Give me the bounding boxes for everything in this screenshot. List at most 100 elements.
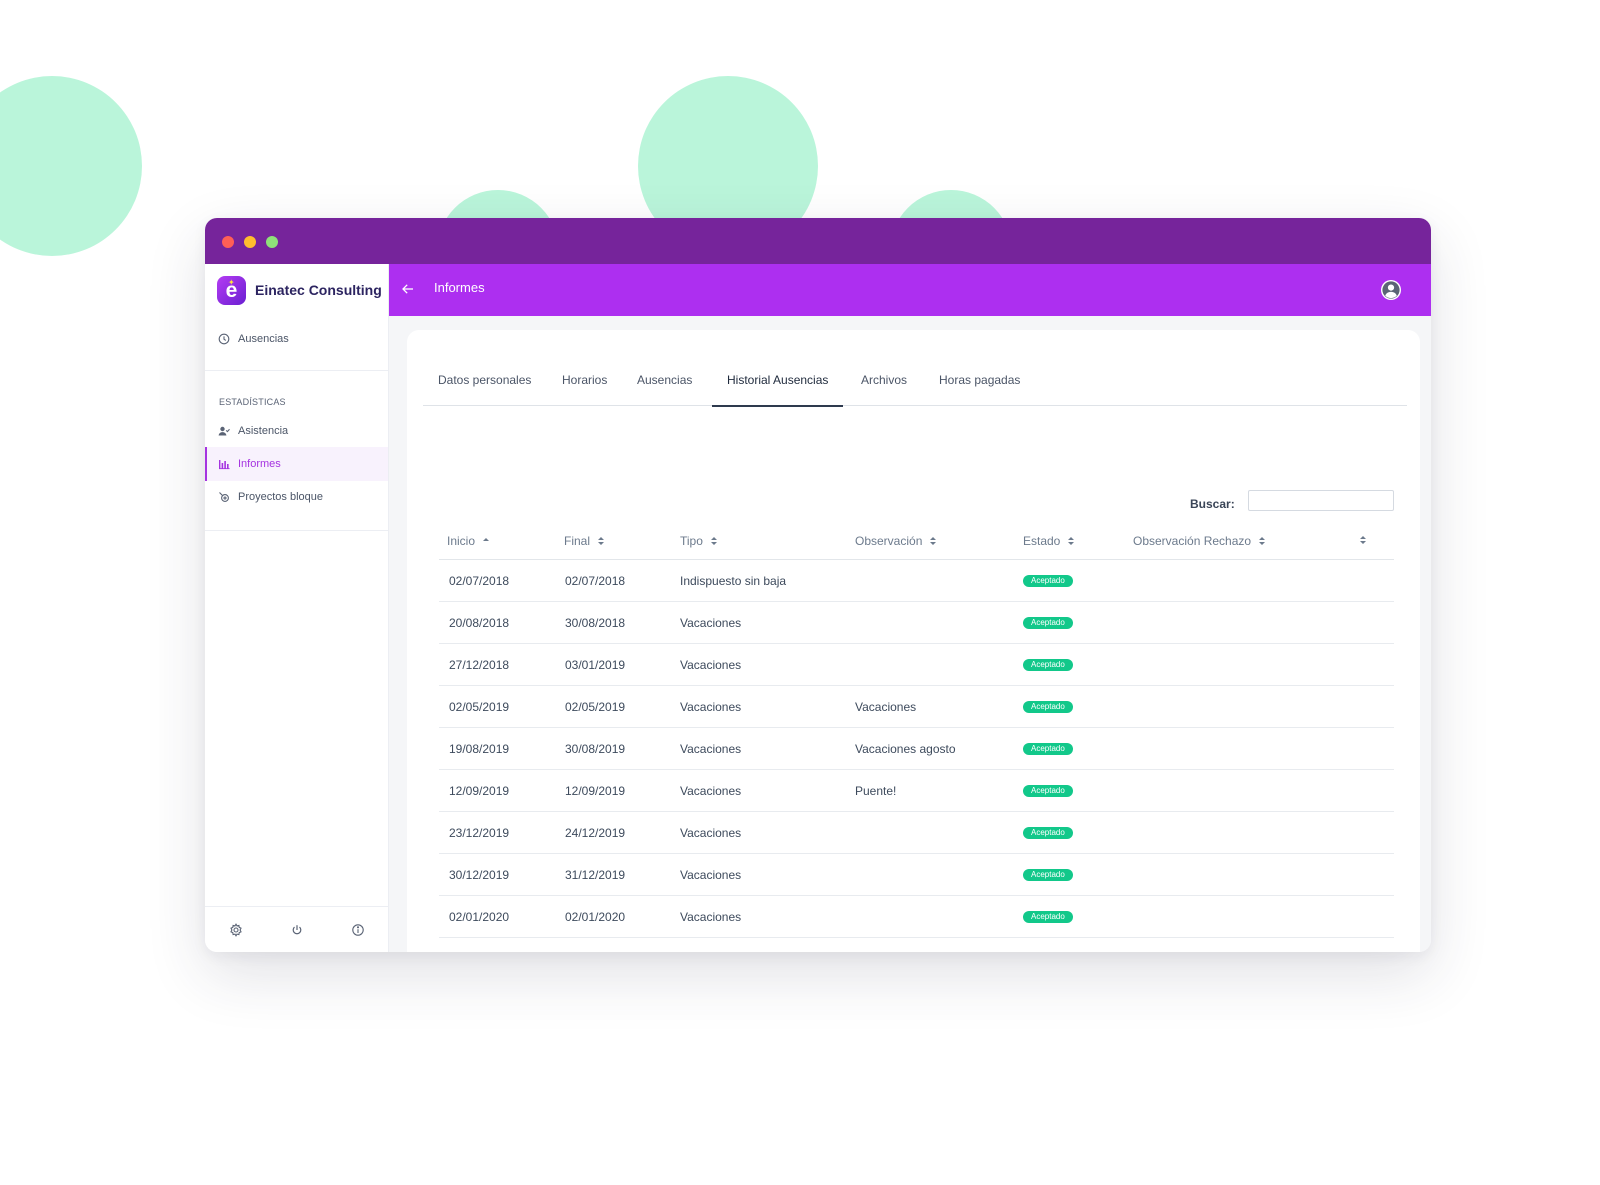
column-header-label: Final — [564, 534, 591, 548]
sidebar-divider — [205, 530, 388, 531]
cell-inicio: 02/07/2018 — [449, 574, 510, 588]
column-header-observacion-rechazo[interactable]: Observación Rechazo — [1133, 534, 1266, 548]
table-row[interactable]: 27/12/2018 03/01/2019 Vacaciones Aceptad… — [439, 644, 1394, 686]
sidebar: ✦ e Einatec Consulting Ausencias ESTADÍS… — [205, 264, 389, 952]
cell-final: 31/12/2019 — [565, 868, 626, 882]
table-row[interactable]: 19/08/2019 30/08/2019 Vacaciones Vacacio… — [439, 728, 1394, 770]
cell-inicio: 27/12/2018 — [449, 658, 510, 672]
search-label: Buscar: — [1190, 497, 1235, 511]
logo-sparkle-icon: ✦ — [228, 277, 235, 287]
sidebar-item-informes[interactable]: Informes — [205, 447, 388, 481]
window-titlebar — [205, 218, 1431, 264]
status-badge: Aceptado — [1023, 701, 1073, 713]
gear-icon[interactable] — [229, 922, 243, 937]
cell-final: 02/05/2019 — [565, 700, 626, 714]
sidebar-footer — [205, 906, 388, 952]
cell-inicio: 12/09/2019 — [449, 784, 510, 798]
cell-final: 24/12/2019 — [565, 826, 626, 840]
sidebar-item-asistencia[interactable]: Asistencia — [205, 414, 388, 448]
status-badge: Aceptado — [1023, 575, 1073, 587]
sort-icon — [710, 537, 717, 545]
search-input[interactable] — [1248, 490, 1394, 511]
column-header-final[interactable]: Final — [564, 534, 605, 548]
cell-tipo: Vacaciones — [680, 616, 742, 630]
sort-icon — [1360, 536, 1366, 544]
cell-final: 03/01/2019 — [565, 658, 626, 672]
cell-final: 30/08/2019 — [565, 742, 626, 756]
cell-final: 12/09/2019 — [565, 784, 626, 798]
cell-tipo: Vacaciones — [680, 742, 742, 756]
sidebar-section-title: ESTADÍSTICAS — [219, 397, 286, 407]
brand-logo-letter: e — [225, 278, 238, 302]
sidebar-item-ausencias[interactable]: Ausencias — [205, 322, 388, 356]
column-header-tipo[interactable]: Tipo — [680, 534, 718, 548]
status-badge: Aceptado — [1023, 869, 1073, 881]
sort-ascending-icon — [483, 538, 490, 541]
column-header-label: Observación — [855, 534, 923, 548]
column-header-label: Inicio — [447, 534, 476, 548]
status-badge: Aceptado — [1023, 743, 1073, 755]
cell-final: 02/01/2020 — [565, 910, 626, 924]
power-icon[interactable] — [290, 923, 304, 937]
table-row[interactable]: 30/12/2019 31/12/2019 Vacaciones Aceptad… — [439, 854, 1394, 896]
user-circle-icon[interactable] — [1380, 279, 1402, 301]
brand[interactable]: ✦ e Einatec Consulting — [217, 275, 382, 305]
bar-chart-icon — [219, 460, 230, 470]
column-header-estado[interactable]: Estado — [1023, 534, 1075, 548]
column-header-label: Estado — [1023, 534, 1061, 548]
sort-icon — [1259, 537, 1266, 545]
cell-inicio: 19/08/2019 — [449, 742, 510, 756]
tab-horarios[interactable]: Horarios — [562, 373, 608, 387]
column-header-actions[interactable] — [1352, 534, 1367, 546]
cell-inicio: 23/12/2019 — [449, 826, 510, 840]
cell-inicio: 02/05/2019 — [449, 700, 510, 714]
tab-horas-pagadas[interactable]: Horas pagadas — [939, 373, 1021, 387]
status-badge: Aceptado — [1023, 617, 1073, 629]
cell-observacion: Vacaciones agosto — [855, 742, 956, 756]
table-row[interactable]: 20/08/2018 30/08/2018 Vacaciones Aceptad… — [439, 602, 1394, 644]
sidebar-item-label: Informes — [238, 458, 281, 470]
cell-inicio: 02/01/2020 — [449, 910, 510, 924]
close-window-button[interactable] — [222, 236, 234, 248]
tab-historial-ausencias[interactable]: Historial Ausencias — [712, 370, 844, 407]
table-header-divider — [439, 559, 1394, 560]
table-row[interactable]: 23/12/2019 24/12/2019 Vacaciones Aceptad… — [439, 812, 1394, 854]
sidebar-item-label: Ausencias — [238, 333, 289, 345]
tab-archivos[interactable]: Archivos — [861, 373, 908, 387]
cell-tipo: Vacaciones — [680, 784, 742, 798]
column-header-label: Observación Rechazo — [1133, 534, 1252, 548]
table-row[interactable]: 02/01/2020 02/01/2020 Vacaciones Aceptad… — [439, 896, 1394, 938]
arrow-left-icon[interactable] — [400, 281, 416, 297]
user-check-icon — [218, 426, 230, 436]
project-icon — [219, 492, 229, 502]
sort-icon — [930, 537, 937, 545]
status-badge: Aceptado — [1023, 659, 1073, 671]
decorative-circle — [0, 76, 142, 256]
column-header-inicio[interactable]: Inicio — [447, 534, 490, 548]
app-window: ✦ e Einatec Consulting Ausencias ESTADÍS… — [205, 218, 1431, 952]
table-row[interactable]: 02/05/2019 02/05/2019 Vacaciones Vacacio… — [439, 686, 1394, 728]
sidebar-item-proyectos-bloque[interactable]: Proyectos bloque — [205, 480, 388, 514]
sort-icon — [598, 537, 605, 545]
sort-icon — [1068, 537, 1075, 545]
tab-datos-personales[interactable]: Datos personales — [438, 373, 532, 387]
maximize-window-button[interactable] — [266, 236, 278, 248]
column-header-observacion[interactable]: Observación — [855, 534, 937, 548]
tab-bar: Datos personales Horarios Ausencias Hist… — [423, 330, 1407, 407]
top-bar: Informes — [389, 264, 1431, 316]
cell-observacion: Puente! — [855, 784, 897, 798]
cell-inicio: 30/12/2019 — [449, 868, 510, 882]
cell-tipo: Vacaciones — [680, 868, 742, 882]
minimize-window-button[interactable] — [244, 236, 256, 248]
page-title: Informes — [434, 280, 485, 295]
info-icon[interactable] — [351, 923, 365, 937]
tab-ausencias[interactable]: Ausencias — [637, 373, 693, 387]
brand-logo: ✦ e — [217, 275, 246, 305]
cell-observacion: Vacaciones — [855, 700, 917, 714]
table-row[interactable]: 02/07/2018 02/07/2018 Indispuesto sin ba… — [439, 560, 1394, 602]
cell-final: 30/08/2018 — [565, 616, 626, 630]
report-card: Datos personales Horarios Ausencias Hist… — [407, 330, 1420, 952]
status-badge: Aceptado — [1023, 911, 1073, 923]
column-header-label: Tipo — [680, 534, 703, 548]
table-row[interactable]: 12/09/2019 12/09/2019 Vacaciones Puente!… — [439, 770, 1394, 812]
